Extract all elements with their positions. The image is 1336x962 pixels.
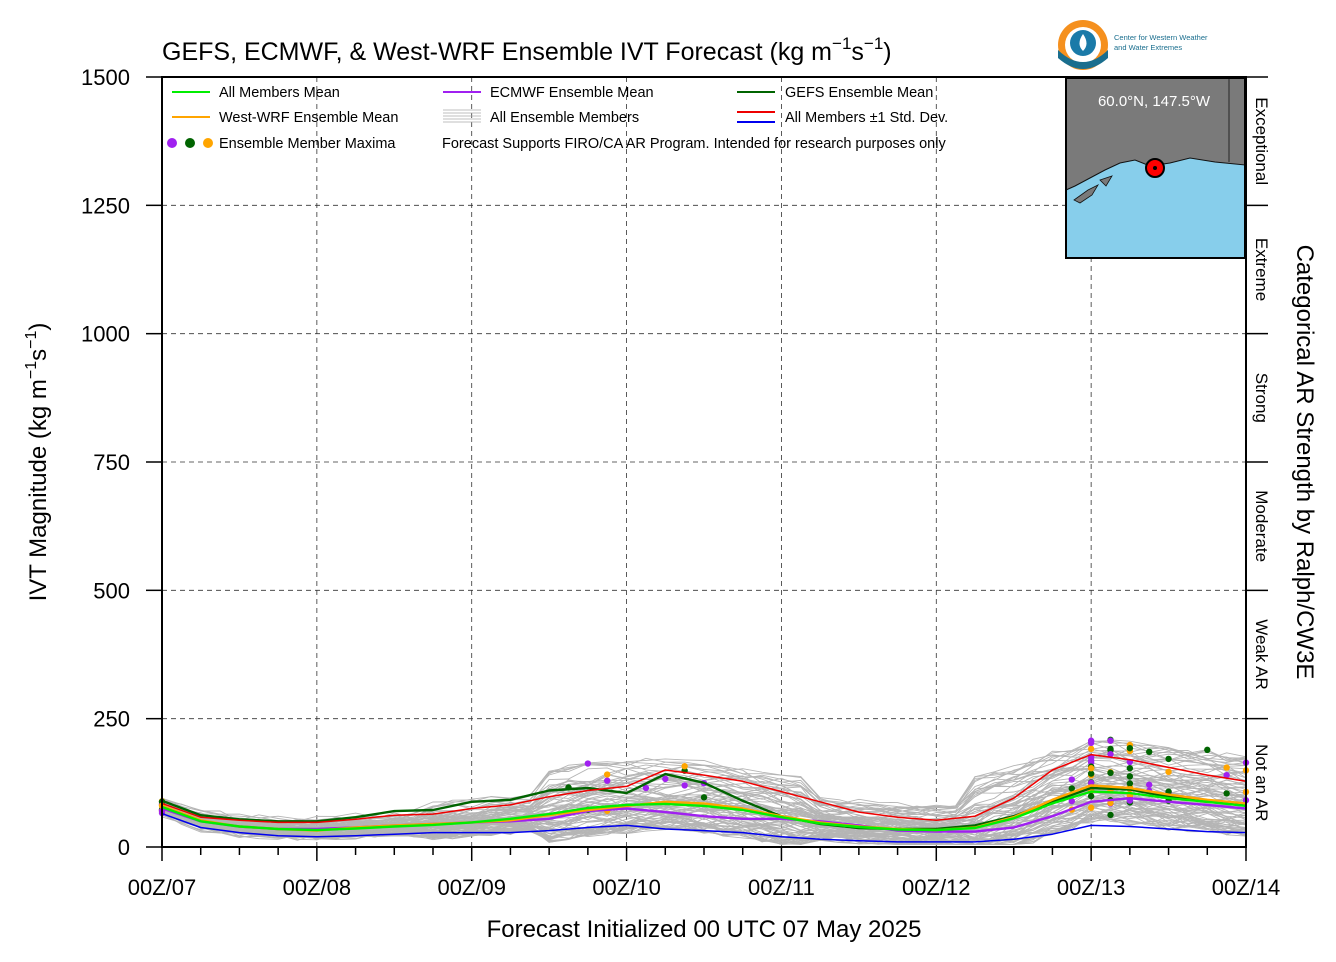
y-axis: 0 250 500 750 1000 1250 1500 bbox=[81, 65, 162, 860]
member-maximum bbox=[1223, 790, 1230, 797]
category-axis-label: Categorical AR Strength by Ralph/CW3E bbox=[1291, 245, 1318, 680]
x-tick-label: 00Z/08 bbox=[283, 875, 352, 900]
x-tick-label: 00Z/11 bbox=[748, 875, 815, 900]
member-line bbox=[161, 747, 1247, 822]
x-tick-label: 00Z/14 bbox=[1212, 875, 1281, 900]
category-label: Extreme bbox=[1252, 238, 1271, 301]
member-maximum bbox=[1087, 739, 1095, 747]
logo-text-line1: Center for Western Weather bbox=[1114, 33, 1208, 42]
member-maximum bbox=[700, 794, 708, 801]
chart-title: GEFS, ECMWF, & West-WRF Ensemble IVT For… bbox=[162, 34, 892, 66]
legend-note: Forecast Supports FIRO/CA AR Program. In… bbox=[442, 136, 946, 152]
member-line bbox=[161, 771, 1247, 838]
member-maximum bbox=[642, 784, 650, 792]
member-maximum bbox=[1126, 765, 1134, 772]
series-line bbox=[161, 772, 1247, 831]
category-label: Exceptional bbox=[1252, 97, 1271, 185]
member-maximum bbox=[1087, 757, 1095, 764]
logo-text-line2: and Water Extremes bbox=[1114, 43, 1182, 52]
category-label: Strong bbox=[1252, 373, 1271, 423]
category-label: Moderate bbox=[1252, 490, 1271, 562]
x-tick-label: 00Z/09 bbox=[437, 875, 506, 900]
member-maximum bbox=[1165, 768, 1172, 776]
member-line bbox=[161, 800, 1247, 845]
category-label: Not an AR bbox=[1252, 744, 1271, 822]
y-tick-label: 750 bbox=[93, 450, 130, 475]
member-maximum bbox=[1068, 797, 1075, 805]
member-maximum bbox=[662, 775, 669, 783]
inset-location-label: 60.0°N, 147.5°W bbox=[1098, 93, 1211, 110]
cw3e-logo: Center for Western Weather and Water Ext… bbox=[1058, 20, 1208, 70]
x-axis: 00Z/07 00Z/08 00Z/09 00Z/10 00Z/11 00Z/12 00Z/… bbox=[128, 847, 1281, 900]
mean-series bbox=[161, 753, 1247, 843]
member-maximum bbox=[1223, 764, 1230, 771]
member-maximum bbox=[1107, 769, 1114, 777]
series-line bbox=[161, 753, 1247, 824]
member-maximum bbox=[1087, 804, 1095, 811]
member-maximum bbox=[584, 760, 592, 767]
member-maximum bbox=[1068, 776, 1075, 783]
y-tick-label: 1250 bbox=[81, 193, 130, 218]
y-axis-label: IVT Magnitude (kg m−1s−1) bbox=[23, 323, 52, 602]
member-maximum bbox=[1223, 771, 1230, 779]
x-tick-label: 00Z/07 bbox=[128, 875, 197, 900]
member-maximum bbox=[1107, 737, 1114, 744]
legend: All Members Mean West-WRF Ensemble Mean … bbox=[167, 85, 948, 152]
member-maximum bbox=[1126, 744, 1134, 752]
member-maximum bbox=[1126, 773, 1134, 780]
series-line bbox=[161, 790, 1247, 832]
member-maximum bbox=[604, 771, 611, 778]
member-maximum bbox=[1107, 811, 1114, 819]
y-tick-label: 500 bbox=[93, 578, 130, 603]
location-inset-map: 60.0°N, 147.5°W bbox=[1065, 77, 1246, 259]
member-maximum bbox=[1087, 765, 1095, 772]
member-maximum bbox=[681, 782, 688, 789]
member-line bbox=[161, 787, 1247, 845]
member-maximum bbox=[1204, 746, 1211, 754]
y-tick-label: 1000 bbox=[81, 322, 130, 347]
y-tick-label: 250 bbox=[93, 707, 130, 732]
legend-wwrf-mean: West-WRF Ensemble Mean bbox=[219, 110, 398, 126]
member-line bbox=[161, 802, 1247, 837]
member-maximum bbox=[1146, 781, 1153, 788]
legend-gefs-mean: GEFS Ensemble Mean bbox=[785, 85, 933, 101]
x-tick-label: 00Z/10 bbox=[592, 875, 661, 900]
legend-all-mean: All Members Mean bbox=[219, 85, 340, 101]
legend-std-dev: All Members ±1 Std. Dev. bbox=[785, 110, 948, 126]
x-tick-label: 00Z/12 bbox=[902, 875, 971, 900]
legend-maxima: Ensemble Member Maxima bbox=[219, 136, 396, 152]
member-line bbox=[161, 742, 1247, 830]
member-maximum bbox=[1165, 755, 1172, 763]
member-maximum bbox=[604, 777, 611, 784]
member-maximum bbox=[1146, 748, 1153, 756]
member-maximum bbox=[1068, 785, 1075, 792]
member-maximum bbox=[1087, 770, 1095, 777]
category-label: Weak AR bbox=[1252, 619, 1271, 690]
x-tick-label: 00Z/13 bbox=[1057, 875, 1126, 900]
legend-ecmwf-mean: ECMWF Ensemble Mean bbox=[490, 85, 654, 101]
member-maximum bbox=[1126, 780, 1134, 787]
y-tick-label: 1500 bbox=[81, 65, 130, 90]
member-maximum bbox=[1087, 792, 1095, 800]
x-axis-label: Forecast Initialized 00 UTC 07 May 2025 bbox=[487, 916, 922, 943]
series-line bbox=[161, 812, 1247, 843]
legend-all-members: All Ensemble Members bbox=[490, 110, 639, 126]
category-axis: Not an AR Weak AR Moderate Strong Extreme Exc… bbox=[1246, 76, 1271, 822]
member-maximum bbox=[1107, 750, 1114, 758]
member-maximum bbox=[1087, 745, 1095, 753]
y-tick-label: 0 bbox=[118, 835, 130, 860]
member-maximum bbox=[681, 763, 688, 770]
